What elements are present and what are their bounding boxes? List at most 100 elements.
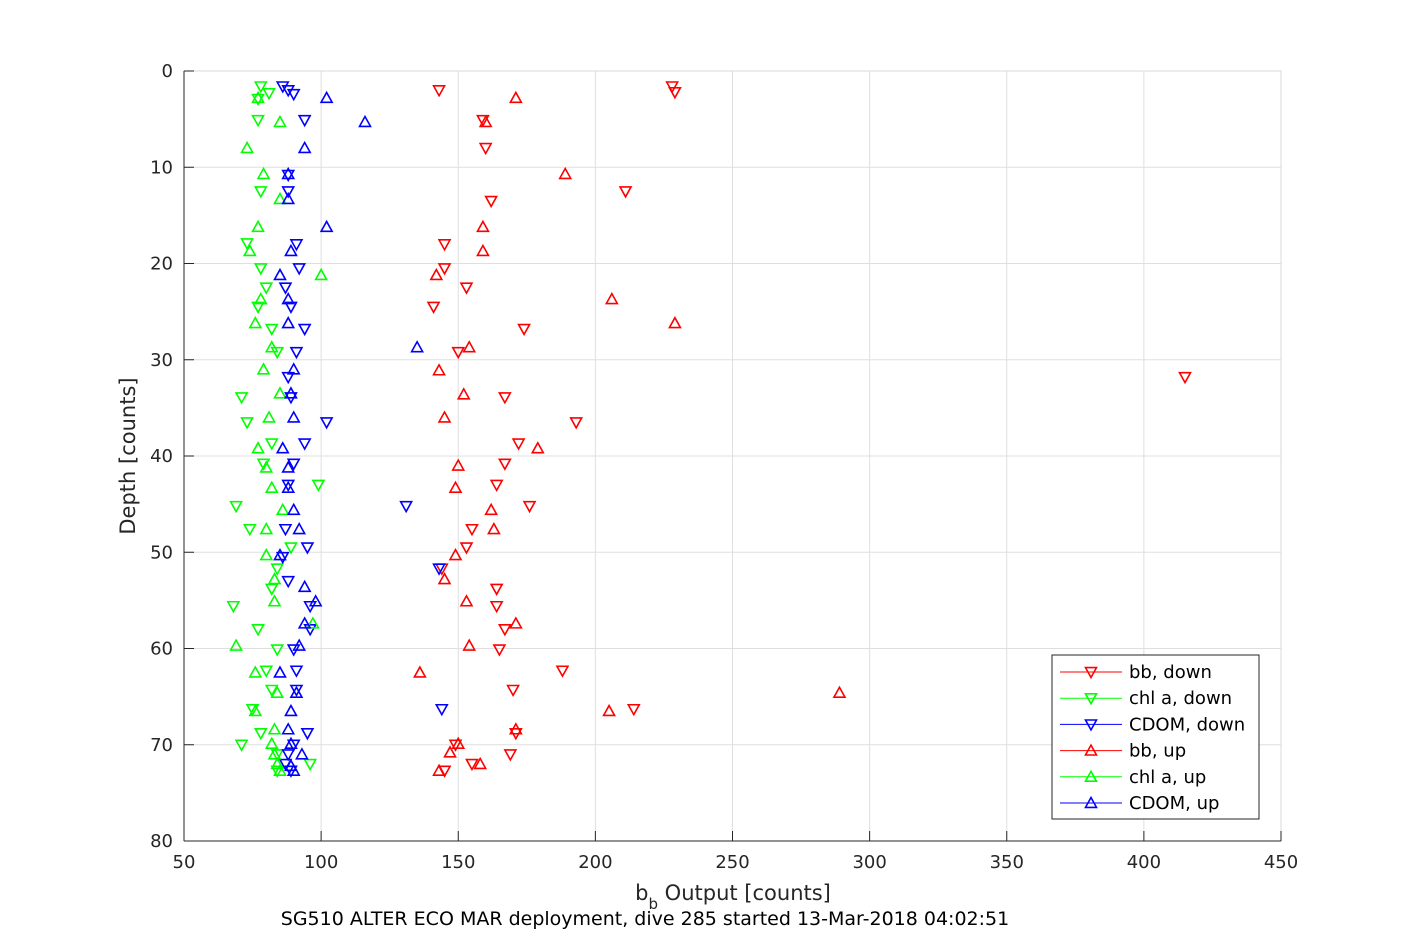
data-point (270, 563, 285, 576)
data-point (487, 522, 501, 535)
data-point (275, 81, 290, 94)
data-point (275, 502, 290, 516)
data-point (300, 728, 315, 741)
data-point (473, 756, 488, 770)
data-point (432, 563, 446, 576)
data-point (668, 316, 682, 329)
x-axis-label-main: b (635, 881, 648, 905)
data-point (426, 301, 441, 314)
data-point (465, 758, 479, 772)
data-point (248, 703, 263, 717)
data-point (303, 758, 318, 772)
data-point (432, 363, 446, 376)
data-point (253, 728, 268, 741)
data-point (476, 219, 490, 233)
data-point (492, 644, 507, 657)
x-tick-label: 300 (852, 852, 886, 873)
data-point (253, 186, 268, 199)
data-point (270, 685, 285, 698)
series-0 (426, 81, 1192, 778)
x-tick-label: 50 (173, 852, 196, 873)
legend-marker (1084, 666, 1098, 680)
data-point (270, 346, 285, 360)
data-point (248, 665, 263, 678)
data-point (498, 458, 512, 471)
data-point (459, 542, 474, 555)
legend-item: chl a, up (1060, 767, 1206, 788)
data-point (429, 267, 444, 281)
y-axis-label: Depth [counts] (116, 377, 140, 534)
legend-item: CDOM, up (1060, 793, 1219, 814)
data-point (226, 600, 241, 614)
y-tick-label: 10 (150, 157, 173, 178)
y-tick-label: 80 (150, 831, 173, 852)
y-tick-label: 60 (150, 639, 173, 660)
figure-caption: SG510 ALTER ECO MAR deployment, dive 285… (281, 908, 1009, 930)
data-point (242, 523, 257, 537)
data-point (273, 763, 287, 776)
data-point (240, 417, 254, 430)
data-point (306, 616, 320, 629)
data-point (259, 522, 274, 535)
data-point (284, 703, 298, 717)
data-point (273, 386, 287, 399)
data-point (253, 263, 268, 276)
data-point (618, 186, 633, 199)
x-axis-label-sub: b (648, 895, 658, 913)
data-point (297, 323, 312, 337)
data-point (267, 572, 282, 585)
data-point (295, 747, 309, 760)
data-point (292, 522, 307, 535)
data-point (448, 739, 463, 752)
data-point (484, 195, 499, 209)
x-tick-label: 400 (1127, 852, 1161, 873)
legend-marker (1084, 795, 1098, 809)
data-point (314, 267, 328, 281)
data-point (297, 616, 312, 629)
data-point (456, 387, 471, 400)
legend: bb, down chl a, down CDOM, down bb, up chl a… (1051, 654, 1260, 820)
data-point (451, 346, 466, 360)
data-point (443, 745, 457, 758)
y-tick-label: 30 (150, 350, 173, 371)
data-point (229, 638, 243, 651)
data-point (489, 583, 504, 596)
data-point (437, 572, 452, 585)
data-point (284, 243, 298, 257)
data-point (297, 114, 312, 128)
y-tick-label: 0 (162, 61, 173, 82)
data-point (284, 542, 298, 555)
data-point (432, 85, 446, 98)
series-2 (275, 81, 449, 778)
data-point (434, 703, 449, 717)
data-point (448, 547, 463, 561)
data-point (264, 684, 279, 698)
data-point (476, 243, 490, 257)
data-point (410, 340, 424, 353)
data-point (273, 114, 287, 128)
y-tick-label: 70 (150, 735, 173, 756)
data-point (281, 186, 296, 199)
data-point (284, 386, 298, 399)
data-point (478, 142, 493, 156)
data-point (358, 114, 372, 128)
data-point (489, 479, 504, 493)
x-tick-label: 200 (578, 852, 612, 873)
data-point (498, 624, 512, 637)
data-point (522, 500, 537, 514)
series-5 (273, 90, 424, 776)
data-point (253, 291, 268, 305)
data-point (503, 749, 518, 762)
data-point (256, 458, 271, 471)
data-point (459, 594, 474, 607)
data-point (530, 441, 545, 454)
x-tick-label: 250 (715, 852, 749, 873)
data-point (281, 166, 296, 180)
data-point (602, 703, 616, 717)
data-point (555, 665, 570, 678)
data-point (665, 81, 680, 94)
data-point (478, 114, 493, 128)
data-point (273, 267, 287, 281)
data-point (297, 140, 312, 154)
legend-item: bb, down (1060, 662, 1212, 683)
